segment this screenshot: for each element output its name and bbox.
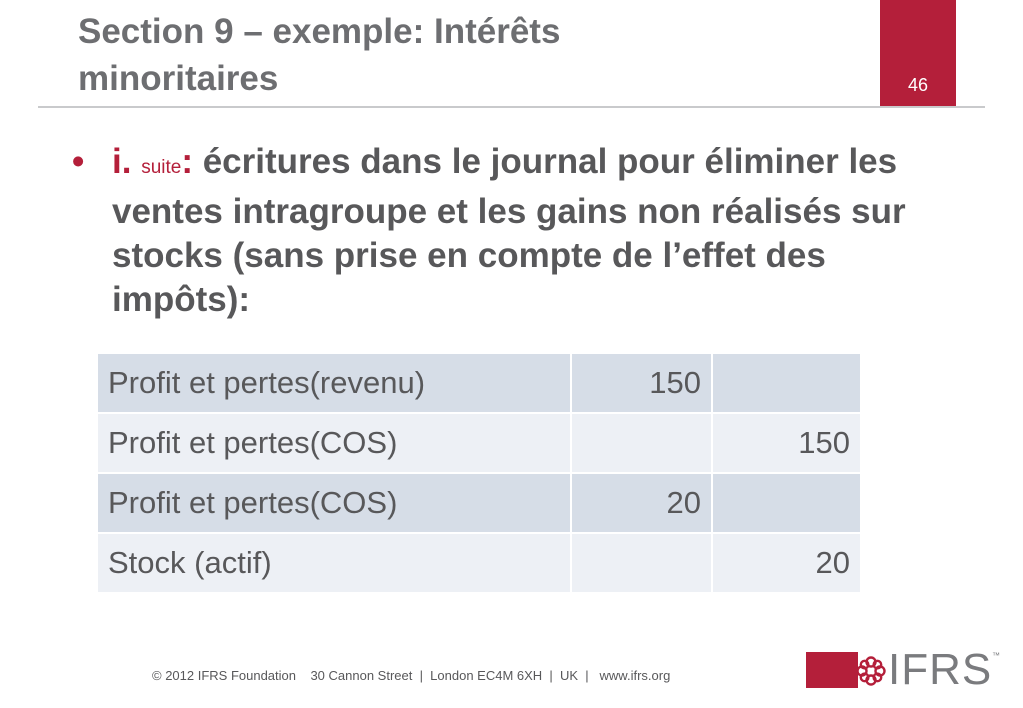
bullet-text: écritures dans le journal pour éliminer … xyxy=(112,142,906,319)
journal-entries-table: Profit et pertes(revenu) 150 Profit et p… xyxy=(96,352,862,594)
bullet-suite: suite xyxy=(141,157,182,178)
slide-title-line2: minoritaires xyxy=(78,59,279,98)
logo-text: IFRS xyxy=(888,645,993,694)
credit-cell xyxy=(711,352,862,414)
credit-cell: 150 xyxy=(711,412,862,474)
debit-cell: 20 xyxy=(570,472,713,534)
account-cell: Profit et pertes(COS) xyxy=(96,412,572,474)
credit-cell: 20 xyxy=(711,532,862,594)
bullet-colon: : xyxy=(181,142,193,181)
debit-cell: 150 xyxy=(570,352,713,414)
account-cell: Profit et pertes(COS) xyxy=(96,472,572,534)
slide-title-line1: Section 9 – exemple: Intérêts xyxy=(78,12,561,51)
ifrs-flower-icon xyxy=(856,656,886,686)
debit-cell xyxy=(570,412,713,474)
bullet-marker: i. xyxy=(112,142,132,181)
credit-cell xyxy=(711,472,862,534)
bullet-item: • i. suite: écritures dans le journal po… xyxy=(72,140,952,322)
table-row: Stock (actif) 20 xyxy=(96,532,862,594)
table-row: Profit et pertes(COS) 20 xyxy=(96,472,862,534)
table-row: Profit et pertes(revenu) 150 xyxy=(96,352,862,414)
table-row: Profit et pertes(COS) 150 xyxy=(96,412,862,474)
account-cell: Profit et pertes(revenu) xyxy=(96,352,572,414)
page-number: 46 xyxy=(907,75,929,95)
title-divider xyxy=(38,106,985,108)
bullet-text-block: i. suite: écritures dans le journal pour… xyxy=(112,140,952,322)
debit-cell xyxy=(570,532,713,594)
logo-trademark: ™ xyxy=(992,651,1000,660)
page-number-tab: 46 xyxy=(880,0,956,106)
slide-title: Section 9 – exemple: Intérêts minoritair… xyxy=(78,8,858,102)
footer-text: © 2012 IFRS Foundation 30 Cannon Street … xyxy=(152,668,671,683)
logo-bar xyxy=(806,652,858,688)
bullet-dot: • xyxy=(72,142,85,181)
account-cell: Stock (actif) xyxy=(96,532,572,594)
